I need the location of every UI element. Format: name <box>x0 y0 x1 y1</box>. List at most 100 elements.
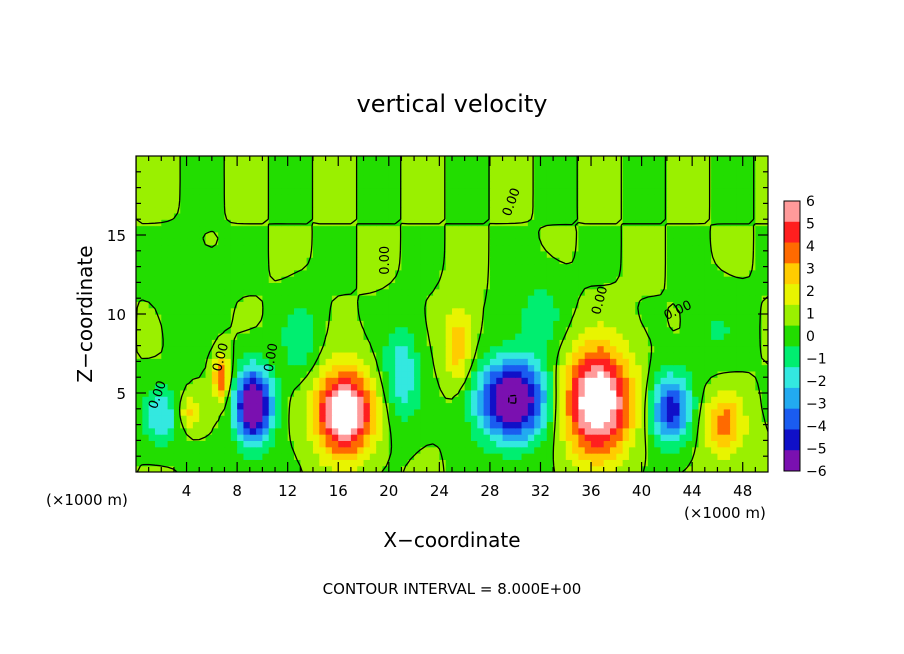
heatmap-cell <box>218 263 226 271</box>
heatmap-cell <box>262 269 270 277</box>
heatmap-cell <box>369 377 377 385</box>
heatmap-cell <box>395 459 403 467</box>
heatmap-cell <box>325 434 333 441</box>
heatmap-cell <box>628 225 636 233</box>
heatmap-cell <box>597 370 605 378</box>
heatmap-cell <box>420 408 428 416</box>
heatmap-cell <box>489 370 497 378</box>
heatmap-cell <box>281 301 289 309</box>
heatmap-cell <box>319 187 327 195</box>
heatmap-cell <box>711 345 719 353</box>
heatmap-cell <box>534 276 542 283</box>
heatmap-cell <box>730 238 737 246</box>
heatmap-cell <box>401 421 409 429</box>
heatmap-cell <box>584 269 592 277</box>
heatmap-cell <box>578 446 586 454</box>
heatmap-cell <box>319 206 327 214</box>
heatmap-cell <box>180 263 188 271</box>
heatmap-cell <box>477 276 485 283</box>
heatmap-cell <box>597 383 605 391</box>
heatmap-cell <box>426 453 434 460</box>
heatmap-cell <box>262 225 270 233</box>
heatmap-cell <box>433 339 440 347</box>
heatmap-cell <box>180 453 188 460</box>
heatmap-cell <box>540 257 548 265</box>
heatmap-cell <box>300 377 308 385</box>
heatmap-cell <box>679 326 687 334</box>
heatmap-cell <box>331 187 339 195</box>
heatmap-cell <box>199 212 207 220</box>
heatmap-cell <box>628 339 636 347</box>
heatmap-cell <box>553 408 561 416</box>
heatmap-cell <box>496 459 504 467</box>
heatmap-cell <box>180 269 188 277</box>
heatmap-cell <box>736 156 744 163</box>
heatmap-cell <box>692 358 700 366</box>
heatmap-cell <box>508 402 516 410</box>
heatmap-cell <box>161 282 169 290</box>
heatmap-cell <box>142 174 150 182</box>
heatmap-cell <box>730 396 737 404</box>
heatmap-cell <box>559 434 567 441</box>
heatmap-cell <box>489 219 497 227</box>
heatmap-cell <box>445 351 453 359</box>
heatmap-cell <box>464 320 472 328</box>
heatmap-cell <box>395 440 403 448</box>
heatmap-cell <box>603 225 611 233</box>
heatmap-cell <box>148 181 156 189</box>
heatmap-cell <box>489 225 497 233</box>
heatmap-cell <box>433 231 440 239</box>
heatmap-cell <box>559 358 567 366</box>
heatmap-cell <box>199 244 207 252</box>
heatmap-cell <box>515 421 523 429</box>
heatmap-cell <box>256 446 263 454</box>
heatmap-cell <box>704 187 712 195</box>
heatmap-cell <box>565 238 573 246</box>
heatmap-cell <box>414 200 421 208</box>
heatmap-cell <box>211 440 219 448</box>
heatmap-cell <box>723 263 731 271</box>
heatmap-cell <box>439 307 447 315</box>
heatmap-cell <box>603 269 611 277</box>
heatmap-cell <box>256 200 263 208</box>
heatmap-cell <box>654 288 662 296</box>
heatmap-cell <box>534 358 542 366</box>
heatmap-cell <box>218 225 226 233</box>
heatmap-cell <box>186 332 194 340</box>
heatmap-cell <box>350 453 358 460</box>
heatmap-cell <box>414 225 421 233</box>
heatmap-cell <box>749 301 756 309</box>
heatmap-cell <box>186 250 194 258</box>
heatmap-cell <box>445 446 453 454</box>
heatmap-cell <box>294 339 301 347</box>
heatmap-cell <box>388 358 396 366</box>
heatmap-cell <box>154 434 162 441</box>
heatmap-cell <box>401 162 409 170</box>
heatmap-cell <box>666 162 674 170</box>
heatmap-cell <box>414 174 421 182</box>
heatmap-cell <box>692 345 700 353</box>
heatmap-cell <box>388 408 396 416</box>
heatmap-cell <box>237 156 245 163</box>
heatmap-cell <box>477 332 485 340</box>
heatmap-cell <box>464 231 472 239</box>
heatmap-cell <box>388 257 396 265</box>
heatmap-cell <box>559 383 567 391</box>
heatmap-cell <box>312 402 320 410</box>
heatmap-cell <box>717 301 725 309</box>
heatmap-cell <box>749 276 756 283</box>
heatmap-cell <box>142 257 150 265</box>
heatmap-cell <box>496 364 504 372</box>
heatmap-cell <box>508 269 516 277</box>
heatmap-cell <box>395 320 403 328</box>
heatmap-cell <box>515 383 523 391</box>
heatmap-cell <box>300 200 308 208</box>
heatmap-cell <box>477 200 485 208</box>
heatmap-cell <box>717 446 725 454</box>
heatmap-cell <box>755 263 763 271</box>
heatmap-cell <box>325 459 333 467</box>
heatmap-cell <box>186 358 194 366</box>
heatmap-cell <box>338 434 346 441</box>
heatmap-cell <box>723 364 731 372</box>
heatmap-cell <box>660 326 668 334</box>
